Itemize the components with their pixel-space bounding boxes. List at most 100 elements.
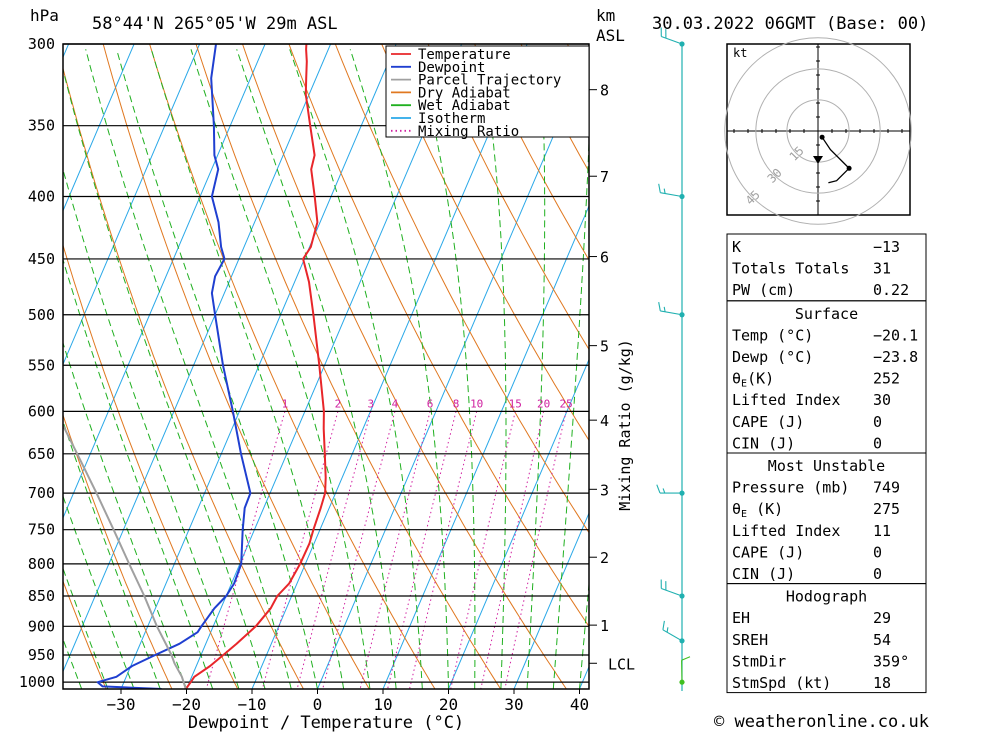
x-axis-title: Dewpoint / Temperature (°C) [188,713,464,733]
isotherm-line [120,44,397,689]
pressure-tick-label: 950 [28,646,55,664]
wind-barb [660,310,683,316]
wet-adiabat-line [63,419,161,689]
index-label: EH [732,609,750,627]
pressure-tick-label: 500 [28,306,55,324]
index-label: StmDir [732,652,786,670]
isotherm-line [63,44,201,366]
pressure-tick-label: 1000 [19,673,55,691]
pressure-tick-label: 550 [28,356,55,374]
index-label: θE (K) [732,500,783,520]
isotherm-line [63,44,135,212]
index-value: 275 [873,500,900,518]
km-tick-label: 2 [600,549,609,567]
km-tick-label: 8 [600,82,609,100]
index-label: Lifted Index [732,391,840,409]
dry-adiabat-line [427,44,589,351]
isotherm-lines [63,44,589,689]
asl-label: ASL [596,26,625,45]
hodograph-point [846,165,852,171]
wind-barb [660,192,683,198]
index-value: 30 [873,391,891,409]
wind-barb-feather [656,484,661,494]
x-tick-label: −20 [172,695,201,714]
dry-adiabat-line [381,44,589,442]
index-label: PW (cm) [732,281,795,299]
hodograph-ring [755,68,881,194]
legend-label: Wet Adiabat [418,98,511,114]
index-label: K [732,238,741,256]
pressure-tick-label: 700 [28,484,55,502]
pressure-tick-label: 450 [28,250,55,268]
legend-label: Temperature [418,47,511,63]
index-value: −20.1 [873,326,918,344]
index-value: 0 [873,543,882,561]
wet-adiabat-line [63,341,187,689]
index-value: 252 [873,370,900,388]
km-tick-label: 1 [600,617,609,635]
index-label: θE(K) [732,370,774,390]
wind-barb-feather [662,620,665,630]
mixing-ratio-label: 1 [282,397,289,410]
index-label: CIN (J) [732,434,795,452]
isotherm-line [63,44,332,673]
wet-adiabat-lines [63,49,589,689]
wet-adiabat-line [63,258,214,689]
index-value: 749 [873,479,900,497]
mixing-ratio-label: 3 [367,397,374,410]
mixing-ratio-label: 8 [453,397,460,410]
km-tick-label: 3 [600,481,609,499]
pressure-tick-label: 600 [28,402,55,420]
mixing-ratio-label: 25 [559,397,572,410]
index-label: CAPE (J) [732,413,804,431]
pressure-tick-label: 750 [28,521,55,539]
dry-adiabat-line [985,44,1000,689]
wind-barb-feather [666,627,669,633]
hodograph-unit-label: kt [733,46,747,60]
indices-tables: K −13 Totals Totals 31 PW (cm) 0.22 Surface Tem… [726,233,927,694]
wet-adiabat-line [526,49,546,689]
wet-adiabat-line [415,49,476,689]
mixing-ratio-lines [205,411,567,689]
indices-section-title: Surface [795,305,858,323]
pressure-tick-label: 900 [28,617,55,635]
wind-barb-feather [663,188,666,194]
wet-adiabat-line [85,49,292,689]
mixing-ratio-axis-title: Mixing Ratio (g/kg) [616,339,634,511]
wind-barb [662,629,683,642]
wind-level-dot [679,638,685,644]
index-label: Dewp (°C) [732,348,813,366]
index-label: Lifted Index [732,522,840,540]
wind-barb-feather [662,488,666,494]
index-label: CAPE (J) [732,543,804,561]
hodograph-ring [724,37,912,225]
km-tick-label: 5 [600,338,609,356]
wind-level-dot [679,679,685,685]
wind-barb-feather [658,302,661,311]
wet-adiabat-line [552,130,589,689]
pressure-tick-label: 850 [28,587,55,605]
wind-barb [661,35,683,45]
isotherm-line [186,44,463,689]
index-value: 0 [873,413,882,431]
km-tick-label: 4 [600,412,609,430]
storm-motion-marker [813,156,823,165]
hpa-label: hPa [30,6,59,25]
footer-credit: © weatheronline.co.uk [714,712,929,732]
legend-label: Dry Adiabat [418,85,511,101]
wet-adiabat-line [116,49,318,689]
wind-barb-feather [681,656,691,661]
wet-adiabat-line [63,567,109,689]
x-tick-label: −10 [238,695,267,714]
dry-adiabat-line [939,44,1000,689]
mixing-ratio-label: 10 [470,397,483,410]
x-tick-label: 10 [373,695,392,714]
x-tick-label: 0 [313,695,323,714]
mixing-ratio-label: 4 [392,397,399,410]
dry-adiabat-line [63,413,173,689]
mixing-ratio-line [261,411,339,689]
wind-barb-feather [658,183,661,193]
index-value: 29 [873,609,891,627]
